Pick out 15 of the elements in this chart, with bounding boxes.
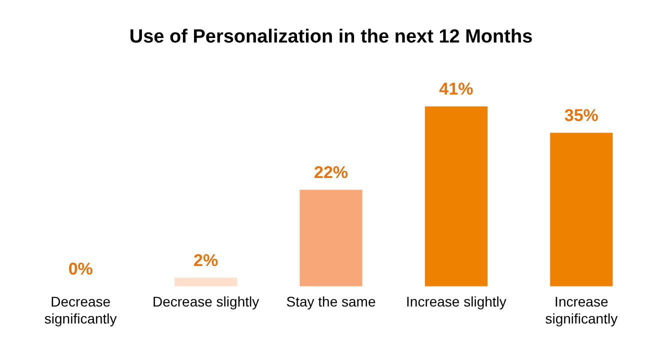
data-label: 2% — [194, 250, 218, 270]
chart-title: Use of Personalization in the next 12 Months — [129, 26, 533, 48]
data-label: 41% — [439, 80, 474, 99]
x-tick-label: Increase significantly — [545, 294, 618, 326]
bar — [174, 278, 238, 286]
x-tick-label: Increase slightly — [406, 294, 506, 310]
x-tick-label: Decrease slightly — [152, 294, 260, 310]
x-tick-label: Stay the same — [286, 294, 376, 310]
data-label: 35% — [564, 106, 598, 125]
x-tick-label: Decrease significantly — [44, 294, 117, 326]
data-label: 22% — [314, 162, 348, 182]
data-label: 0% — [68, 260, 93, 279]
bar — [550, 132, 613, 286]
bar — [424, 106, 488, 286]
bar — [300, 190, 362, 286]
